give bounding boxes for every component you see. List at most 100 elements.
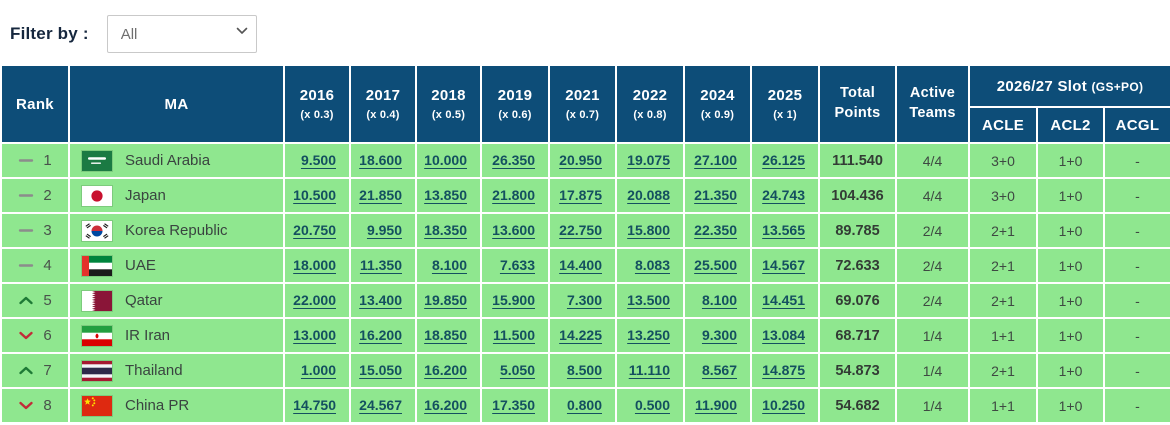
score-link[interactable]: 13.000 [293, 326, 336, 343]
score-link[interactable]: 13.850 [424, 186, 467, 203]
score-link[interactable]: 18.350 [424, 221, 467, 238]
score-link[interactable]: 15.900 [492, 291, 535, 308]
score-link[interactable]: 27.100 [694, 151, 737, 168]
header-slot-group: 2026/27 Slot (GS+PO) [967, 64, 1170, 108]
score-link[interactable]: 5.050 [499, 361, 535, 378]
score-link[interactable]: 11.500 [492, 326, 535, 343]
score-link[interactable]: 21.800 [492, 186, 535, 203]
slot-acl2-value: 1+0 [1036, 352, 1105, 389]
score-link[interactable]: 19.850 [424, 291, 467, 308]
rank-number: 2 [43, 187, 52, 204]
score-link[interactable]: 8.567 [701, 361, 737, 378]
score-cell-2022: 13.250 [615, 317, 685, 354]
score-link[interactable]: 16.200 [424, 396, 467, 413]
rank-cell: 2 [0, 177, 70, 214]
rank-number: 6 [43, 327, 52, 344]
score-link[interactable]: 15.800 [627, 221, 670, 238]
score-cell-2016: 18.000 [283, 247, 351, 284]
score-link[interactable]: 16.200 [359, 326, 402, 343]
score-link[interactable]: 10.000 [424, 151, 467, 168]
table-row: 7 Thailand 1.000 15.050 16.200 5.050 8.5… [0, 352, 1170, 389]
total-points-value: 69.076 [818, 282, 897, 319]
score-link[interactable]: 24.743 [762, 186, 805, 203]
slot-acgl-value: - [1102, 282, 1170, 319]
score-link[interactable]: 17.875 [559, 186, 602, 203]
total-points-value: 54.682 [818, 387, 897, 424]
score-link[interactable]: 20.950 [559, 151, 602, 168]
score-link[interactable]: 19.075 [627, 151, 670, 168]
slot-acle-value: 2+1 [968, 352, 1038, 389]
score-link[interactable]: 11.350 [359, 256, 402, 273]
score-link[interactable]: 14.225 [559, 326, 602, 343]
score-link[interactable]: 10.500 [293, 186, 336, 203]
score-link[interactable]: 8.083 [634, 256, 670, 273]
table-header: Rank MA 2016 (x 0.3) 2017 (x 0.4) 2018 (x 0… [0, 64, 1170, 144]
score-link[interactable]: 17.350 [492, 396, 535, 413]
header-year-2021: 2021 (x 0.7) [548, 64, 617, 144]
score-link[interactable]: 14.875 [762, 361, 805, 378]
score-link[interactable]: 0.500 [634, 396, 670, 413]
score-link[interactable]: 18.850 [424, 326, 467, 343]
score-link[interactable]: 13.250 [627, 326, 670, 343]
table-row: 2 Japan 10.500 21.850 13.850 21.800 17.8… [0, 177, 1170, 214]
score-link[interactable]: 8.100 [701, 291, 737, 308]
score-link[interactable]: 14.750 [293, 396, 336, 413]
score-link[interactable]: 16.200 [424, 361, 467, 378]
score-link[interactable]: 7.633 [499, 256, 535, 273]
score-cell-2018: 10.000 [415, 142, 482, 179]
country-name: Thailand [125, 362, 183, 379]
score-cell-2025: 10.250 [750, 387, 820, 424]
score-link[interactable]: 14.451 [762, 291, 805, 308]
score-link[interactable]: 26.350 [492, 151, 535, 168]
score-link[interactable]: 18.600 [359, 151, 402, 168]
score-link[interactable]: 8.500 [566, 361, 602, 378]
score-cell-2021: 14.400 [548, 247, 617, 284]
score-link[interactable]: 9.500 [300, 151, 336, 168]
score-link[interactable]: 0.800 [566, 396, 602, 413]
score-link[interactable]: 25.500 [694, 256, 737, 273]
score-link[interactable]: 20.088 [627, 186, 670, 203]
rank-down-icon [18, 400, 34, 411]
score-link[interactable]: 24.567 [359, 396, 402, 413]
score-cell-2022: 13.500 [615, 282, 685, 319]
score-cell-2022: 8.083 [615, 247, 685, 284]
score-cell-2017: 16.200 [349, 317, 417, 354]
score-link[interactable]: 22.350 [694, 221, 737, 238]
score-link[interactable]: 10.250 [762, 396, 805, 413]
score-link[interactable]: 9.300 [701, 326, 737, 343]
slot-acgl-value: - [1102, 352, 1170, 389]
score-cell-2022: 0.500 [615, 387, 685, 424]
score-cell-2024: 8.567 [683, 352, 752, 389]
score-link[interactable]: 22.000 [293, 291, 336, 308]
slot-acgl-value: - [1102, 317, 1170, 354]
score-link[interactable]: 13.565 [762, 221, 805, 238]
score-link[interactable]: 15.050 [359, 361, 402, 378]
score-link[interactable]: 22.750 [559, 221, 602, 238]
score-link[interactable]: 14.400 [559, 256, 602, 273]
score-cell-2018: 8.100 [415, 247, 482, 284]
score-link[interactable]: 13.600 [492, 221, 535, 238]
score-link[interactable]: 13.400 [359, 291, 402, 308]
score-link[interactable]: 13.500 [627, 291, 670, 308]
rank-same-icon [18, 225, 34, 236]
filter-label: Filter by : [10, 24, 89, 43]
active-teams-value: 1/4 [895, 317, 970, 354]
score-link[interactable]: 9.950 [366, 221, 402, 238]
score-link[interactable]: 1.000 [300, 361, 336, 378]
score-link[interactable]: 21.350 [694, 186, 737, 203]
score-link[interactable]: 14.567 [762, 256, 805, 273]
score-link[interactable]: 11.900 [694, 396, 737, 413]
score-link[interactable]: 26.125 [762, 151, 805, 168]
slot-acl2-value: 1+0 [1036, 317, 1105, 354]
score-link[interactable]: 21.850 [359, 186, 402, 203]
score-link[interactable]: 13.084 [762, 326, 805, 343]
filter-select[interactable]: All [106, 15, 257, 53]
total-points-value: 54.873 [818, 352, 897, 389]
score-link[interactable]: 8.100 [431, 256, 467, 273]
score-link[interactable]: 20.750 [293, 221, 336, 238]
score-link[interactable]: 18.000 [293, 256, 336, 273]
score-link[interactable]: 11.110 [628, 361, 670, 378]
rank-number: 8 [43, 397, 52, 414]
score-link[interactable]: 7.300 [566, 291, 602, 308]
